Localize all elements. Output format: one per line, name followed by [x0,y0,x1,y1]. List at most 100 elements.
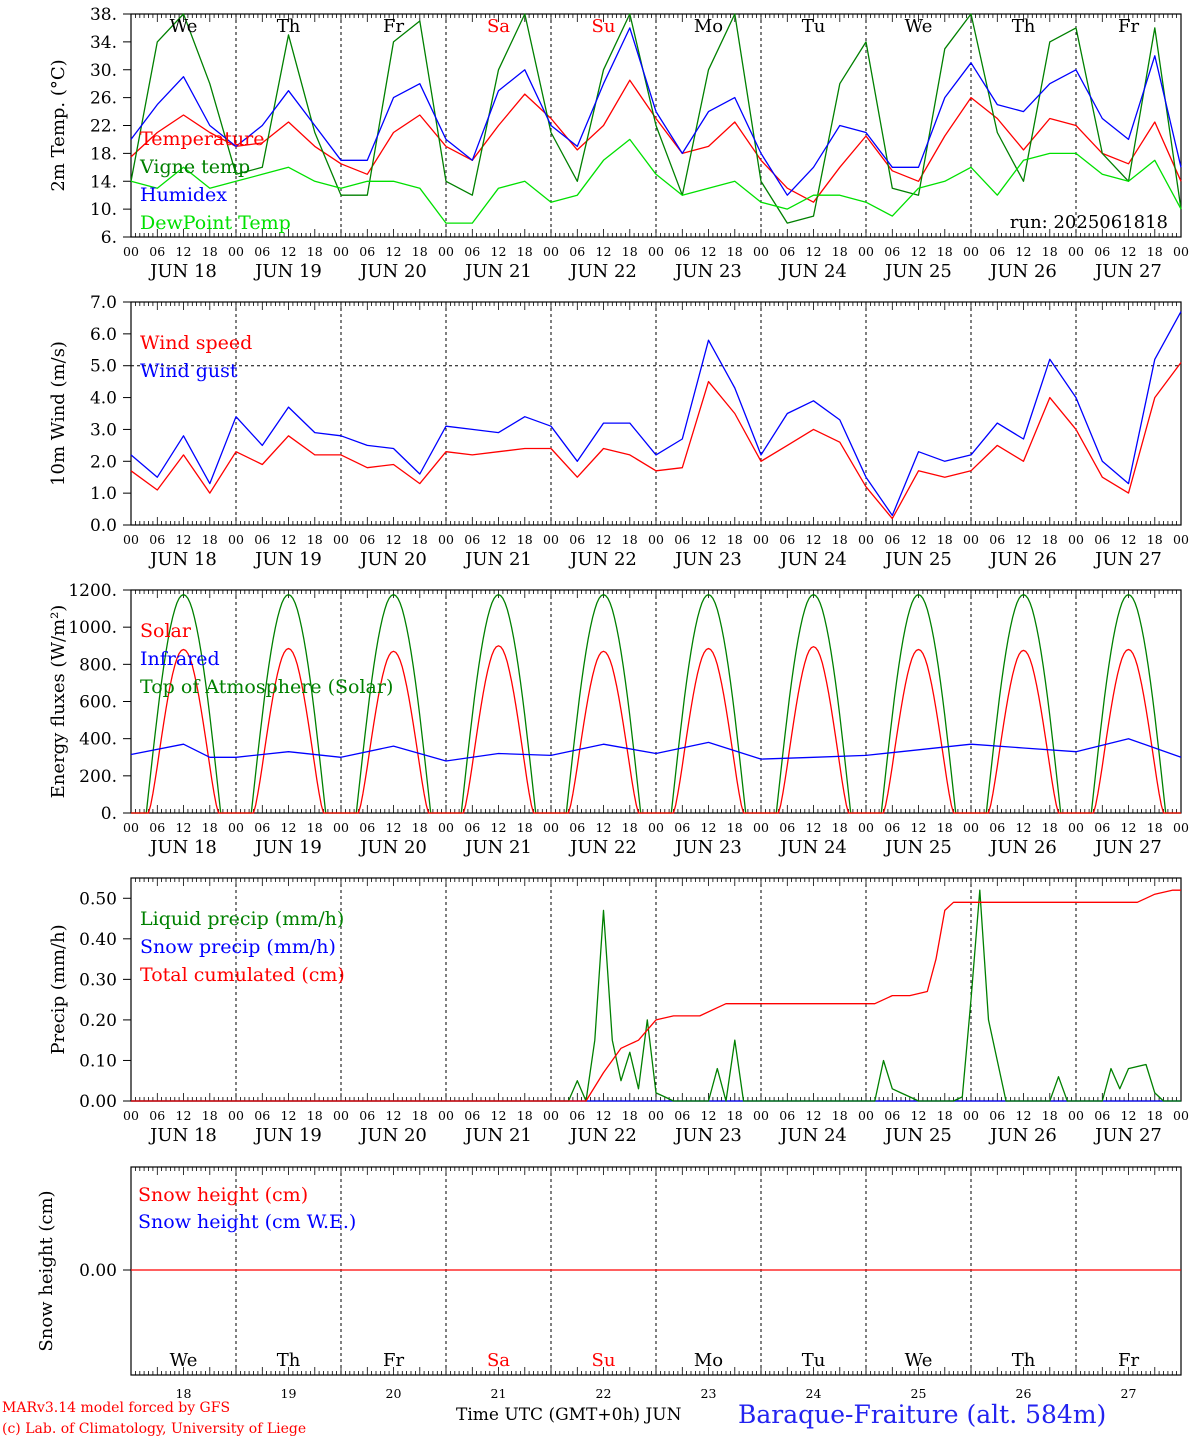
hour-tick-label: 00 [648,532,664,547]
hour-tick-label: 06 [884,1108,900,1123]
date-label: JUN 23 [673,837,742,858]
y-tick-label: 6.0 [90,325,117,345]
hour-tick-label: 12 [911,1108,927,1123]
legend-entry: Vigne temp [139,156,250,178]
weekday-label: Fr [383,16,404,37]
y-tick-label: 600. [79,693,117,713]
series-total-cumulated [131,889,1181,1102]
hour-tick-label: 12 [806,1108,822,1123]
hour-tick-label: 12 [491,820,507,835]
y-tick-label: 6. [101,228,117,248]
day-number: 25 [911,1386,927,1401]
hour-tick-label: 00 [228,820,244,835]
hour-tick-label: 18 [412,244,428,259]
hour-tick-label: 00 [333,532,349,547]
legend-entry: Snow height (cm W.E.) [138,1211,356,1233]
y-tick-label: 4.0 [90,389,117,409]
date-label: JUN 26 [988,837,1057,858]
date-label: JUN 24 [778,261,847,282]
hour-tick-label: 00 [123,244,139,259]
date-label: JUN 20 [358,261,427,282]
hour-tick-label: 00 [438,244,454,259]
hour-tick-label: 12 [281,244,297,259]
weekday-label: Sa [487,1350,510,1371]
hour-tick-label: 06 [464,1108,480,1123]
hour-tick-label: 06 [254,244,270,259]
series-wind-gust [130,311,1182,517]
date-label: JUN 25 [883,1125,952,1146]
date-label: JUN 24 [778,837,847,858]
hour-ticks [130,302,1182,525]
date-label: JUN 26 [988,1125,1057,1146]
date-label: JUN 20 [358,1125,427,1146]
hour-tick-label: 12 [596,1108,612,1123]
hour-tick-label: 06 [254,820,270,835]
date-label: JUN 18 [148,261,217,282]
hour-tick-label: 12 [1121,820,1137,835]
series-liquid-precip [131,889,1181,1102]
hour-tick-label: 18 [412,1108,428,1123]
hour-tick-label: 18 [517,532,533,547]
hour-tick-label: 06 [569,532,585,547]
hour-tick-label: 18 [727,1108,743,1123]
hour-tick-label: 06 [569,1108,585,1123]
y-tick-label: 0.30 [79,970,117,990]
hour-tick-label: 06 [149,532,165,547]
day-number: 26 [1016,1386,1032,1401]
hour-tick-label: 06 [359,532,375,547]
hour-tick-label: 06 [464,820,480,835]
weekday-label: Su [592,1350,616,1371]
weekday-label: Mo [694,16,723,37]
hour-tick-label: 06 [254,532,270,547]
date-label: JUN 26 [988,261,1057,282]
hour-tick-label: 00 [858,820,874,835]
panel-3: 00 06 12 18 00 06 12 18 00 06 12 18 00 06 12 18 00 06 12 18… [48,581,1189,858]
hour-tick-label: 12 [596,820,612,835]
hour-tick-label: 00 [438,820,454,835]
lab-credit: (c) Lab. of Climatology, University of L… [2,1421,307,1437]
hour-tick-label: 18 [1042,1108,1058,1123]
hour-tick-label: 06 [359,244,375,259]
weekday-label: Th [277,16,301,37]
hour-tick-label: 06 [884,532,900,547]
date-label: JUN 19 [253,549,322,570]
hour-tick-label: 18 [622,532,638,547]
hour-tick-label: 06 [1094,820,1110,835]
hour-ticks [130,878,1182,1101]
legend-entry: Infrared [140,648,220,670]
hour-tick-label: 06 [569,820,585,835]
hour-tick-label: 12 [1016,820,1032,835]
hour-tick-label: 12 [1121,244,1137,259]
hour-tick-label: 18 [1042,532,1058,547]
hour-tick-label: 00 [123,820,139,835]
series-solar [131,645,1181,814]
hour-tick-label: 12 [596,244,612,259]
hour-tick-label: 18 [727,244,743,259]
hour-tick-label: 00 [753,820,769,835]
legend-entry: Wind gust [140,360,238,382]
hour-tick-label: 06 [884,244,900,259]
hour-tick-label: 06 [674,532,690,547]
date-label: JUN 22 [568,549,637,570]
legend-entry: Humidex [140,184,227,206]
day-number: 21 [491,1386,507,1401]
hour-tick-label: 12 [806,820,822,835]
hour-tick-label: 00 [753,1108,769,1123]
day-number: 24 [806,1386,822,1401]
y-tick-label: 0. [101,804,117,824]
hour-tick-label: 00 [333,1108,349,1123]
hour-tick-label: 00 [543,820,559,835]
hour-tick-label: 18 [517,244,533,259]
hour-tick-label: 06 [779,1108,795,1123]
hour-ticks [130,590,1182,813]
hour-tick-label: 12 [176,244,192,259]
hour-tick-label: 00 [1173,532,1189,547]
hour-tick-label: 00 [963,1108,979,1123]
hour-tick-label: 06 [1094,532,1110,547]
hour-tick-label: 18 [1147,820,1163,835]
hour-tick-label: 18 [202,244,218,259]
legend-entry: Total cumulated (cm) [140,964,345,986]
hour-tick-label: 18 [727,532,743,547]
y-tick-label: 7.0 [90,293,117,313]
hour-tick-label: 18 [832,244,848,259]
